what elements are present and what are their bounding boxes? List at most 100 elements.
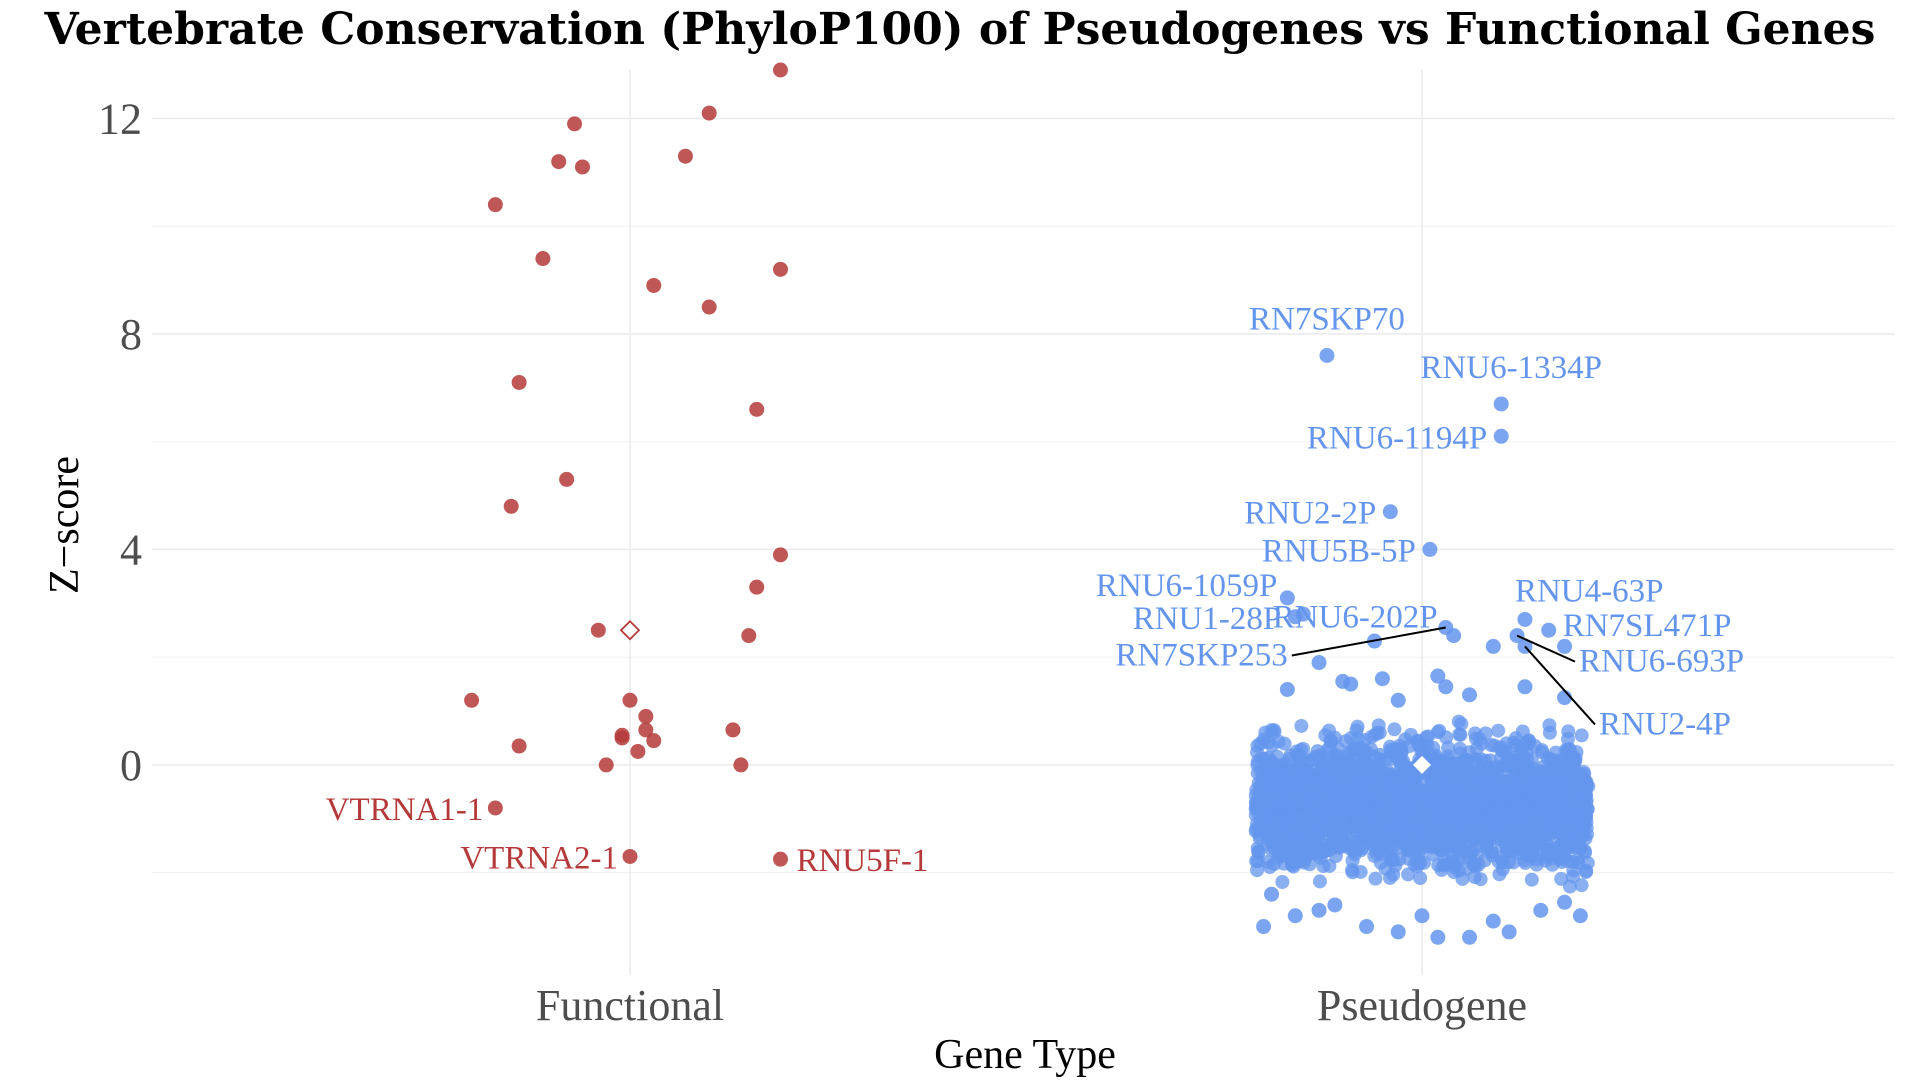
data-point xyxy=(1315,819,1330,834)
data-point xyxy=(1520,761,1535,776)
data-point xyxy=(1346,810,1361,825)
point-label: RNU1-28P xyxy=(1133,601,1282,637)
data-point xyxy=(1418,827,1433,842)
point-label: VTRNA1-1 xyxy=(326,792,484,828)
data-point xyxy=(1403,727,1418,742)
data-point xyxy=(1306,803,1321,818)
data-point xyxy=(1311,655,1327,671)
point-label: RN7SKP70 xyxy=(1249,302,1405,338)
data-point xyxy=(1279,590,1295,606)
data-point xyxy=(1454,831,1469,846)
data-point xyxy=(559,471,575,487)
data-point xyxy=(1554,848,1569,863)
data-point xyxy=(1493,396,1509,412)
data-point xyxy=(1503,829,1518,844)
data-point xyxy=(1438,679,1454,695)
data-point xyxy=(503,498,519,514)
y-axis-ticks: 0 4 8 12 xyxy=(98,94,142,789)
data-point xyxy=(1349,770,1364,785)
data-point xyxy=(1491,723,1506,738)
data-point xyxy=(772,851,788,867)
data-point xyxy=(1391,840,1406,855)
data-point xyxy=(1328,825,1343,840)
data-point xyxy=(1491,854,1506,869)
data-point xyxy=(1518,773,1533,788)
y-tick-label: 0 xyxy=(120,741,142,790)
data-point xyxy=(1386,853,1401,868)
data-point xyxy=(1494,750,1509,765)
data-point xyxy=(1293,822,1308,837)
point-label: RNU6-202P xyxy=(1273,600,1438,636)
data-point xyxy=(1556,825,1571,840)
data-point xyxy=(1455,871,1470,886)
data-point xyxy=(1368,871,1383,886)
data-point xyxy=(1518,855,1533,870)
data-point xyxy=(1360,770,1375,785)
data-point xyxy=(1358,798,1373,813)
data-point xyxy=(1554,786,1569,801)
point-labels: VTRNA1-1 VTRNA2-1 RNU5F-1 RN7SKP70 RNU6-1334… xyxy=(326,302,1744,880)
data-point xyxy=(1391,818,1406,833)
data-point xyxy=(1281,820,1296,835)
data-point xyxy=(1472,732,1487,747)
data-point xyxy=(1533,902,1549,918)
data-point xyxy=(1572,908,1588,924)
x-axis-ticks: Functional Pseudogene xyxy=(536,981,1527,1030)
data-point xyxy=(1517,611,1533,627)
data-point xyxy=(1363,826,1378,841)
data-point xyxy=(1548,745,1563,760)
data-point xyxy=(487,197,503,213)
data-point xyxy=(1422,769,1437,784)
data-point xyxy=(511,738,527,754)
data-point xyxy=(1520,821,1535,836)
point-label: RNU6-693P xyxy=(1579,644,1744,680)
data-point xyxy=(511,374,527,390)
data-point xyxy=(1539,800,1554,815)
data-point xyxy=(1396,772,1411,787)
data-point xyxy=(1574,878,1589,893)
data-point xyxy=(1562,879,1577,894)
data-point xyxy=(1414,908,1430,924)
point-label: RNU2-4P xyxy=(1599,706,1731,742)
data-point xyxy=(1313,750,1328,765)
data-point xyxy=(1320,774,1335,789)
data-point xyxy=(1322,761,1337,776)
point-label: RNU2-2P xyxy=(1244,496,1376,532)
data-point xyxy=(1492,867,1507,882)
data-point xyxy=(1474,763,1489,778)
data-point xyxy=(1410,781,1425,796)
data-point xyxy=(1390,692,1406,708)
data-point xyxy=(646,277,662,293)
data-point xyxy=(1565,757,1580,772)
y-tick-label: 8 xyxy=(120,310,142,359)
data-point xyxy=(1269,766,1284,781)
data-point xyxy=(1252,797,1267,812)
data-point xyxy=(1577,773,1592,788)
data-point xyxy=(1346,781,1361,796)
data-point xyxy=(1319,803,1334,818)
data-point xyxy=(630,743,646,759)
data-point xyxy=(1391,791,1406,806)
data-point xyxy=(487,800,503,816)
data-point xyxy=(1485,913,1501,929)
data-point xyxy=(1390,924,1406,940)
data-point xyxy=(1459,779,1474,794)
data-point xyxy=(1459,808,1474,823)
point-label: RNU5B-5P xyxy=(1262,533,1416,569)
data-point xyxy=(677,148,693,164)
data-point xyxy=(1526,783,1541,798)
data-point xyxy=(1431,841,1446,856)
data-point xyxy=(1452,741,1467,756)
data-point xyxy=(1366,838,1381,853)
data-point xyxy=(1441,740,1456,755)
data-point xyxy=(1264,829,1279,844)
data-point xyxy=(1439,730,1454,745)
data-point xyxy=(1360,745,1375,760)
data-point xyxy=(1570,852,1585,867)
mean-marker xyxy=(619,619,641,641)
data-point xyxy=(1560,732,1575,747)
data-point xyxy=(1436,858,1451,873)
data-point xyxy=(1261,735,1276,750)
data-point xyxy=(1267,725,1282,740)
data-point xyxy=(1344,730,1359,745)
